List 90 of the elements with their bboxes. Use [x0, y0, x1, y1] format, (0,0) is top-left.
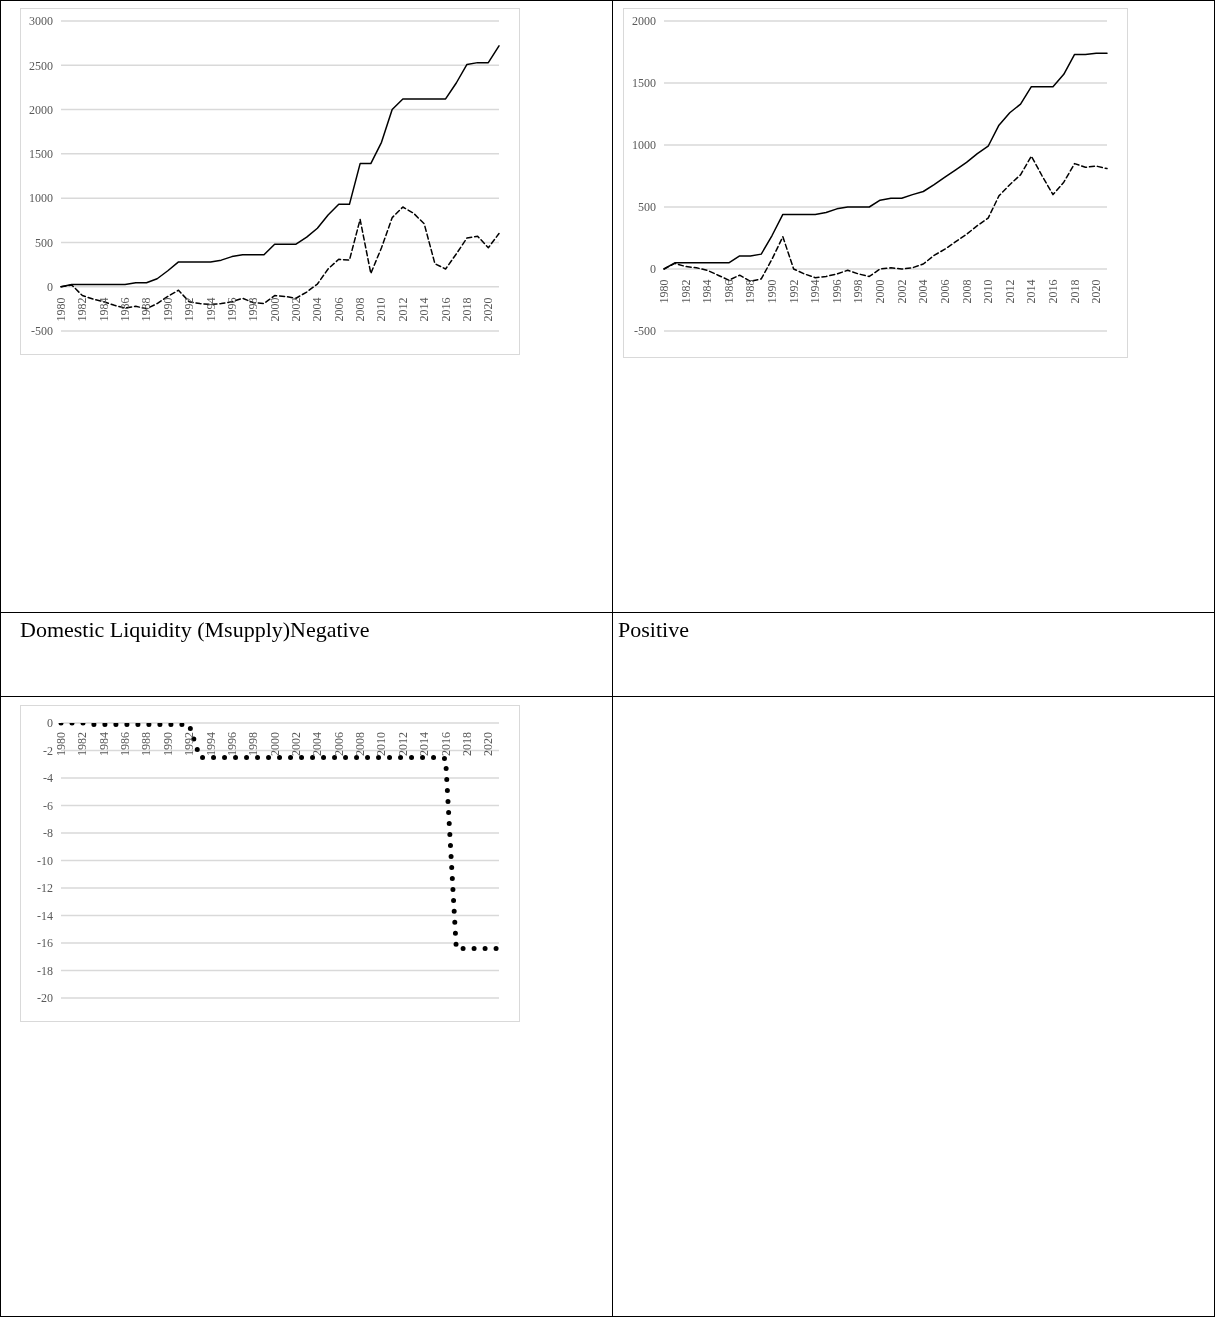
x-tick-label: 1982 [75, 297, 90, 322]
x-tick-label: 1992 [182, 732, 197, 756]
x-tick-label: 1994 [203, 297, 218, 322]
y-tick-label: -2 [43, 743, 53, 758]
y-tick-label: 0 [47, 716, 53, 731]
x-tick-label: 1984 [96, 297, 111, 322]
x-tick-label: 2018 [459, 732, 474, 756]
x-tick-label: 2008 [353, 732, 368, 756]
x-tick-label: 2010 [981, 279, 996, 304]
x-tick-label: 2000 [267, 297, 282, 322]
y-tick-label: -8 [43, 826, 53, 841]
x-tick-label: 2008 [959, 279, 974, 304]
x-tick-label: 1990 [160, 732, 175, 756]
y-tick-label: 1500 [29, 147, 53, 162]
x-tick-label: 1996 [224, 732, 239, 756]
y-tick-label: -10 [37, 853, 53, 868]
y-tick-label: 500 [35, 235, 53, 250]
y-tick-label: 0 [650, 262, 656, 277]
x-tick-label: 1992 [182, 297, 197, 322]
y-tick-label: -20 [37, 991, 53, 1006]
x-tick-label: 1990 [765, 279, 780, 304]
x-tick-label: 1988 [743, 279, 758, 304]
y-tick-label: 1000 [632, 138, 656, 153]
y-tick-label: 2500 [29, 58, 53, 73]
x-tick-label: 2012 [395, 732, 410, 756]
x-tick-label: 1988 [139, 297, 154, 322]
y-tick-label: -14 [37, 908, 53, 923]
x-tick-label: 1986 [721, 279, 736, 304]
x-tick-label: 1982 [75, 732, 90, 756]
x-tick-label: 2012 [1002, 279, 1017, 304]
x-tick-label: 2018 [1067, 279, 1082, 304]
y-tick-label: 3000 [29, 14, 53, 29]
x-tick-label: 2002 [289, 297, 304, 322]
x-tick-label: 2010 [374, 732, 389, 756]
x-tick-label: 2006 [937, 279, 952, 304]
y-tick-label: 1500 [632, 76, 656, 91]
x-tick-label: 1998 [246, 732, 261, 756]
x-tick-label: 2006 [331, 732, 346, 756]
x-tick-label: 2012 [395, 297, 410, 322]
x-tick-label: 2014 [1024, 279, 1039, 304]
x-tick-label: 1980 [54, 297, 68, 322]
x-tick-label: 2000 [873, 279, 888, 304]
x-tick-label: 1980 [657, 279, 671, 304]
x-tick-label: 2020 [481, 297, 496, 322]
x-tick-label: 2000 [267, 732, 282, 756]
x-tick-label: 2004 [310, 732, 325, 756]
x-tick-label: 1996 [829, 279, 844, 304]
x-tick-label: 2014 [417, 732, 432, 756]
text: Positive [618, 617, 689, 643]
x-tick-label: 2018 [459, 297, 474, 322]
x-tick-label: 1990 [160, 297, 175, 322]
y-tick-label: -500 [31, 324, 53, 339]
x-tick-label: 2016 [438, 732, 453, 756]
x-tick-label: 1992 [786, 279, 801, 304]
x-tick-label: 2016 [438, 297, 453, 322]
x-tick-label: 2008 [353, 297, 368, 322]
y-tick-label: 0 [47, 279, 53, 294]
x-tick-label: 1986 [118, 297, 133, 322]
x-tick-label: 2014 [417, 297, 432, 322]
x-tick-label: 1988 [139, 732, 154, 756]
text: Domestic Liquidity (Msupply)Negative [20, 617, 370, 643]
y-tick-label: 2000 [29, 102, 53, 117]
x-tick-label: 1982 [678, 279, 693, 304]
y-tick-label: 500 [638, 200, 656, 215]
x-tick-label: 2020 [481, 732, 496, 756]
y-tick-label: 1000 [29, 191, 53, 206]
x-tick-label: 2004 [916, 279, 931, 304]
x-tick-label: 2020 [1089, 279, 1104, 304]
x-tick-label: 1984 [700, 279, 715, 304]
x-tick-label: 2010 [374, 297, 389, 322]
x-tick-label: 1996 [224, 297, 239, 322]
y-tick-label: -6 [43, 798, 53, 813]
x-tick-label: 2006 [331, 297, 346, 322]
x-tick-label: 1980 [54, 732, 68, 756]
y-tick-label: -16 [37, 936, 53, 951]
x-tick-label: 1994 [808, 279, 823, 304]
x-tick-label: 2002 [894, 279, 909, 304]
x-tick-label: 1998 [851, 279, 866, 304]
x-tick-label: 2004 [310, 297, 325, 322]
y-tick-label: -4 [43, 771, 53, 786]
x-tick-label: 2016 [1045, 279, 1060, 304]
x-tick-label: 1994 [203, 732, 218, 756]
x-tick-label: 1998 [246, 297, 261, 322]
y-tick-label: -18 [37, 963, 53, 978]
y-tick-label: -500 [634, 324, 656, 339]
x-tick-label: 1984 [96, 732, 111, 756]
y-tick-label: -12 [37, 881, 53, 896]
x-tick-label: 2002 [289, 732, 304, 756]
x-tick-label: 1986 [118, 732, 133, 756]
y-tick-label: 2000 [632, 14, 656, 29]
